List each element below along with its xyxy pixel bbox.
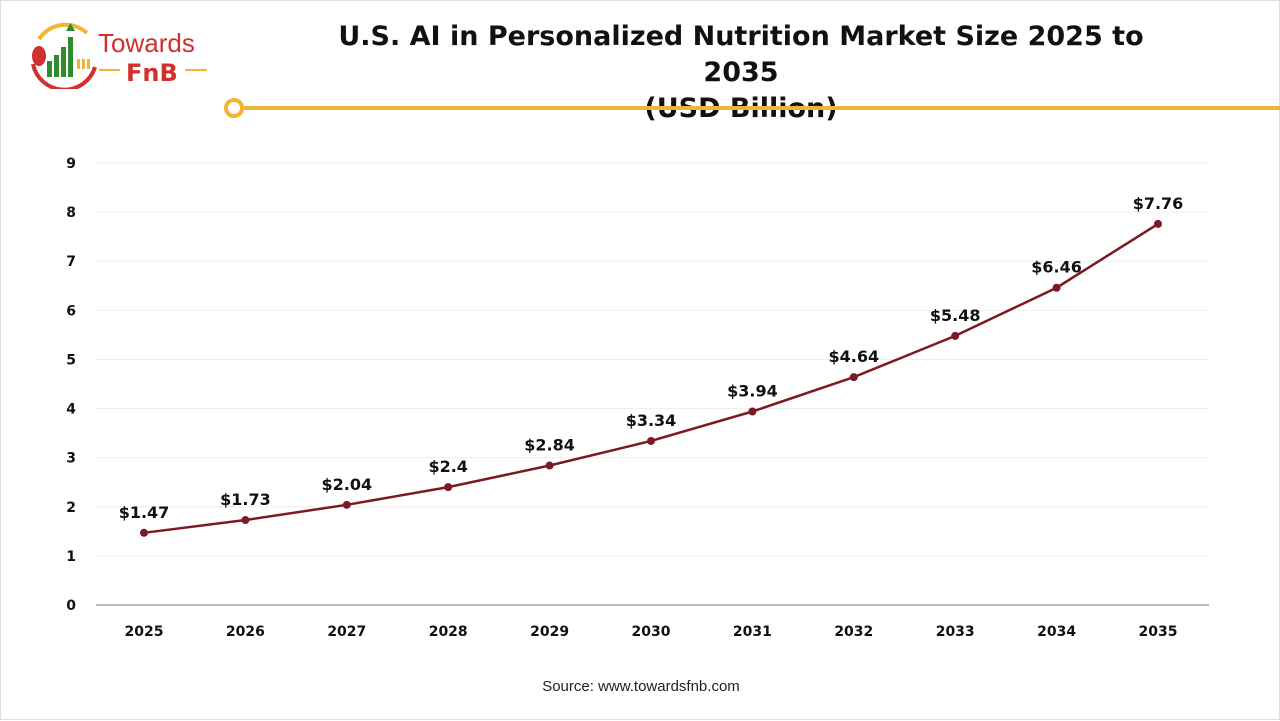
data-point [444, 483, 453, 492]
x-tick-label: 2026 [226, 624, 265, 640]
x-tick-label: 2029 [530, 624, 569, 640]
svg-text:FnB: FnB [126, 59, 178, 87]
svg-text:Towards: Towards [98, 28, 195, 58]
y-tick-label: 8 [66, 205, 76, 221]
x-tick-label: 2025 [125, 624, 164, 640]
y-tick-label: 2 [66, 500, 76, 516]
data-point [647, 436, 655, 445]
data-point [748, 407, 757, 416]
x-tick-label: 2034 [1037, 624, 1076, 640]
series-line [143, 222, 1159, 535]
y-tick-label: 0 [66, 598, 76, 614]
data-label: $2.04 [321, 475, 372, 494]
data-label: $1.73 [220, 490, 271, 509]
data-point [140, 528, 148, 537]
data-label: $4.64 [828, 347, 879, 366]
data-label: $3.34 [626, 411, 677, 430]
y-tick-label: 5 [66, 352, 76, 368]
data-label: $6.46 [1031, 258, 1082, 277]
towards-fnb-logo: Towards FnB [25, 19, 225, 92]
data-point [951, 331, 960, 340]
y-tick-label: 3 [66, 451, 76, 467]
y-tick-label: 1 [66, 549, 76, 565]
source-text: Source: www.towardsfnb.com [542, 678, 740, 695]
data-point [545, 461, 554, 470]
x-tick-label: 2031 [733, 624, 772, 640]
data-label: $7.76 [1133, 194, 1184, 213]
data-label: $2.4 [428, 457, 467, 476]
title-line-1: U.S. AI in Personalized Nutrition Market… [338, 21, 1144, 88]
accent-circle [224, 98, 244, 118]
x-tick-label: 2032 [834, 624, 873, 640]
y-tick-label: 6 [66, 303, 76, 319]
x-tick-label: 2027 [327, 624, 366, 640]
data-point [1154, 219, 1162, 228]
data-label: $2.84 [524, 436, 575, 455]
data-point [1052, 283, 1061, 292]
x-tick-label: 2033 [936, 624, 975, 640]
data-point [241, 516, 250, 525]
x-tick-label: 2035 [1139, 624, 1178, 640]
y-tick-label: 7 [66, 254, 76, 270]
data-label: $1.47 [119, 503, 170, 522]
x-tick-label: 2030 [632, 624, 671, 640]
data-label: $3.94 [727, 382, 778, 401]
data-point [849, 373, 858, 382]
y-tick-label: 9 [66, 156, 76, 172]
x-tick-label: 2028 [429, 624, 468, 640]
data-point [342, 500, 351, 509]
data-label: $5.48 [930, 306, 981, 325]
y-tick-label: 4 [66, 402, 76, 418]
